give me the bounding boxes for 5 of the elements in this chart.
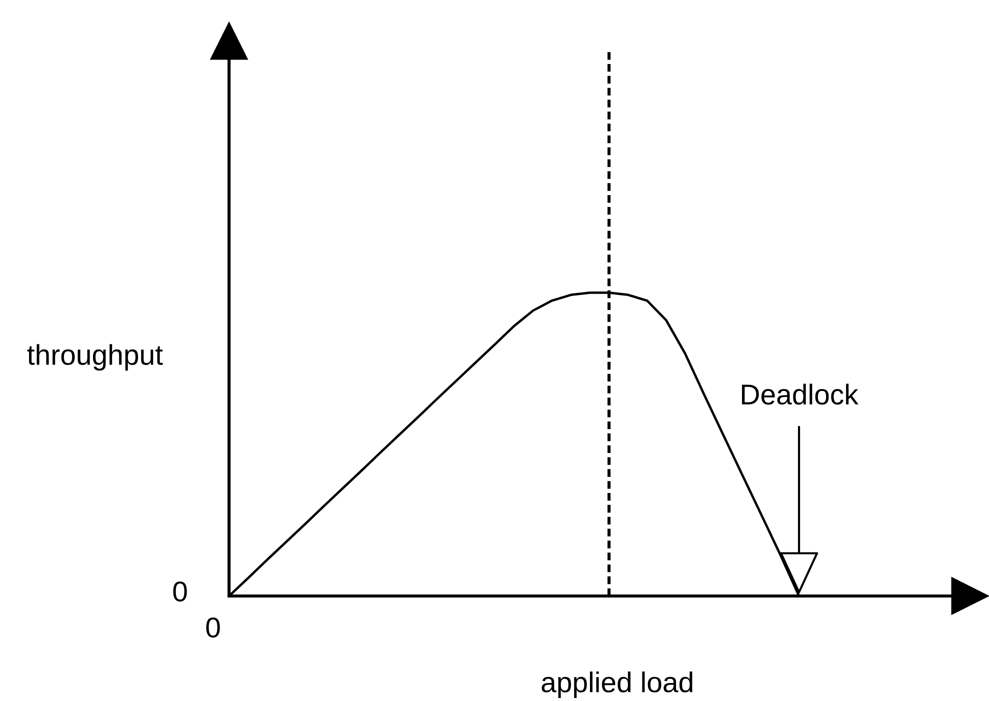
- text: 0: [206, 617, 220, 638]
- x-axis-title: applied load: [542, 672, 692, 698]
- y-axis-title: throughput: [27, 344, 163, 371]
- annotation: Deadlock: [742, 384, 858, 405]
- text: 0: [173, 581, 187, 602]
